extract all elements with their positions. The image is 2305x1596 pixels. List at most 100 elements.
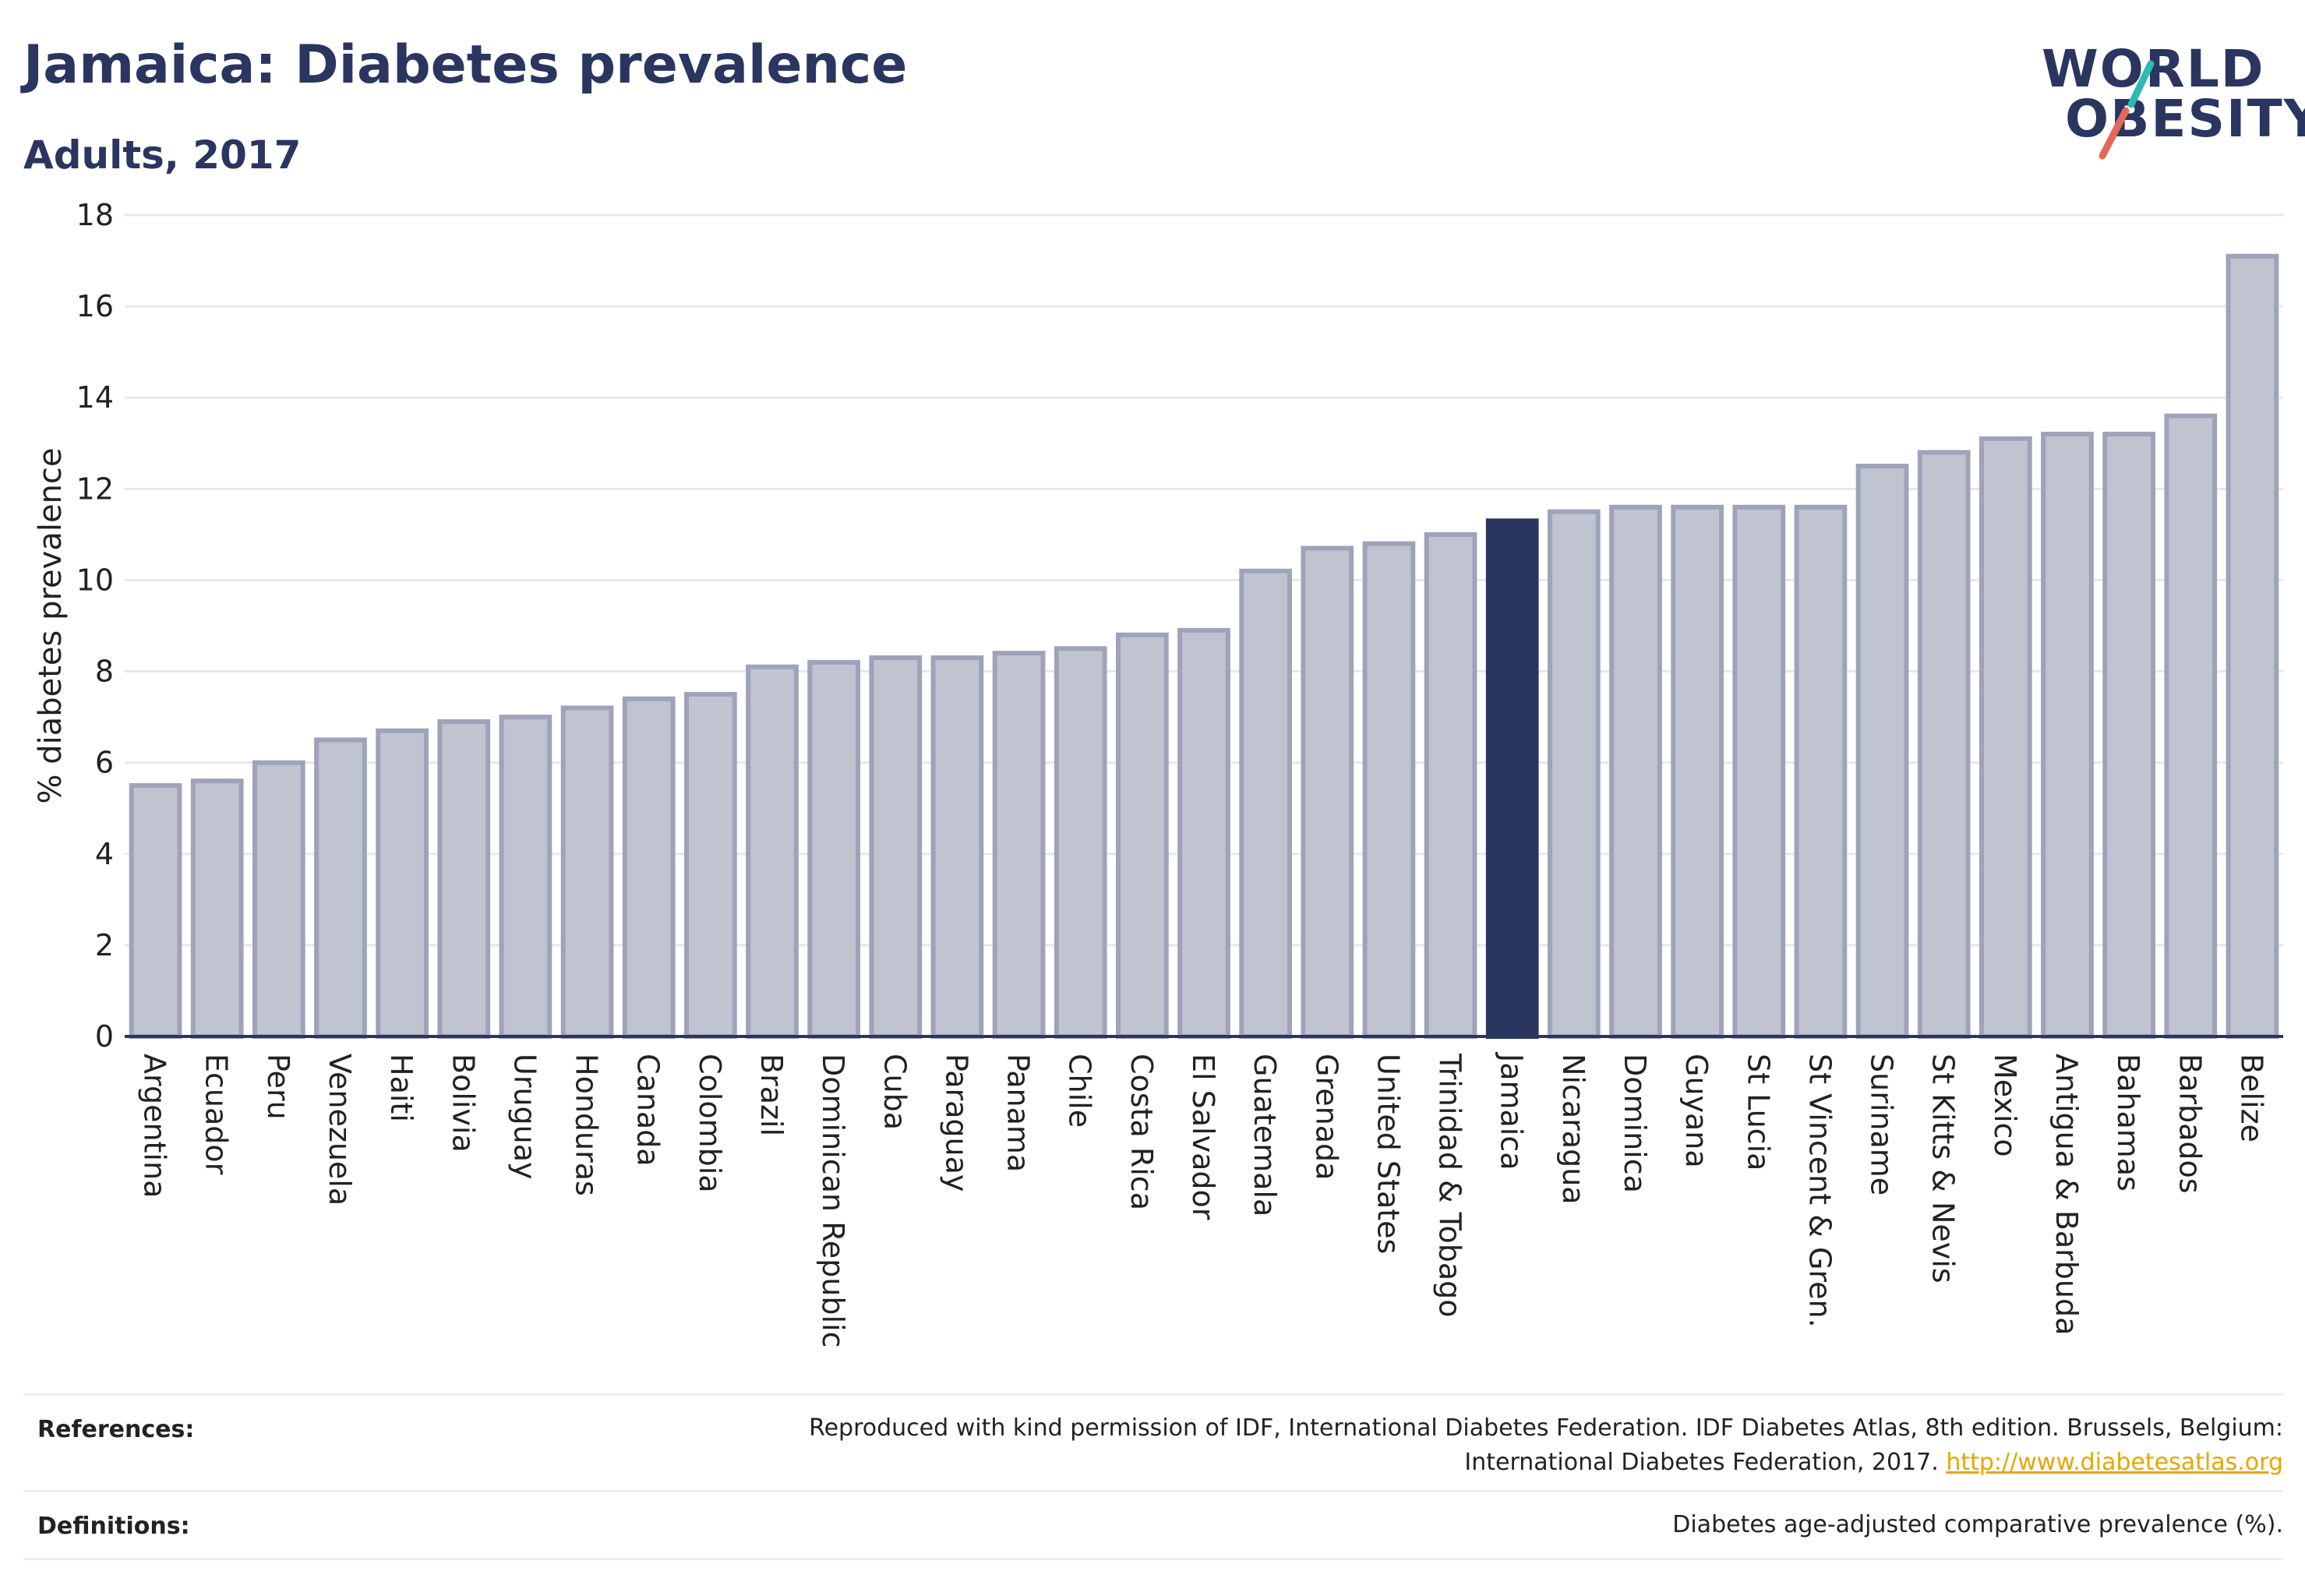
- bar: [807, 659, 861, 1039]
- bar: [1609, 504, 1662, 1039]
- bar: [1054, 646, 1107, 1039]
- definitions-row: Definitions: Diabetes age-adjusted compa…: [23, 1490, 2283, 1560]
- definitions-label: Definitions:: [37, 1513, 190, 1540]
- bar: [930, 655, 984, 1039]
- x-tick-label: Antigua & Barbuda: [2049, 1054, 2084, 1335]
- bars: [129, 253, 2279, 1040]
- y-tick-label: 0: [95, 1019, 114, 1054]
- logo-slash-icon: [2099, 60, 2155, 160]
- bar: [992, 651, 1046, 1040]
- chart-title: Jamaica: Diabetes prevalence: [23, 34, 908, 96]
- world-obesity-logo[interactable]: WORLD OBESITY: [2042, 39, 2305, 164]
- y-tick-label: 18: [76, 198, 114, 232]
- x-tick-label: Suriname: [1865, 1054, 1899, 1195]
- y-tick-label: 8: [95, 655, 114, 689]
- x-tick-label: Haiti: [384, 1054, 418, 1122]
- bar: [746, 664, 799, 1039]
- y-tick-label: 6: [95, 746, 114, 780]
- bar: [1917, 450, 1971, 1039]
- x-tick-label: Argentina: [138, 1054, 172, 1198]
- x-tick-label: Barbados: [2173, 1054, 2207, 1194]
- x-tick-label: Bahamas: [2111, 1054, 2145, 1192]
- chart-subtitle: Adults, 2017: [23, 132, 302, 178]
- bar: [499, 715, 552, 1039]
- bar: [1671, 504, 1724, 1039]
- bar: [1177, 627, 1230, 1039]
- bar: [622, 696, 676, 1039]
- references-row: References: Reproduced with kind permiss…: [23, 1393, 2283, 1492]
- x-tick-label: Colombia: [693, 1054, 727, 1193]
- x-tick-label: Honduras: [570, 1054, 604, 1196]
- logo-line-2: OBESITY: [2065, 89, 2305, 149]
- x-tick-label: Dominica: [1618, 1054, 1652, 1193]
- bar: [437, 719, 491, 1039]
- bar-chart: 0 2 4 6 8 10 12 14 16 18 Argentina Ecuador Peru Vene…: [33, 198, 2283, 1347]
- definitions-text: Diabetes age-adjusted comparative preval…: [1672, 1511, 2283, 1538]
- bar: [2226, 253, 2279, 1039]
- bar: [869, 655, 923, 1039]
- x-tick-label: Panama: [1001, 1054, 1036, 1172]
- bar: [190, 779, 244, 1039]
- bar: [683, 691, 737, 1039]
- x-tick-label: Ecuador: [199, 1054, 234, 1175]
- x-tick-label: Costa Rica: [1124, 1054, 1159, 1210]
- bar: [1547, 509, 1601, 1040]
- x-tick-label: St Kitts & Nevis: [1926, 1054, 1961, 1284]
- references-line-2: International Diabetes Federation, 2017.: [1464, 1449, 1939, 1476]
- bar: [314, 737, 367, 1040]
- references-label: References:: [37, 1416, 195, 1443]
- x-tick-label: Grenada: [1309, 1054, 1343, 1180]
- bar: [1239, 568, 1293, 1039]
- x-tick-label: Mexico: [1988, 1054, 2022, 1157]
- x-tick-label: Chile: [1063, 1054, 1097, 1128]
- bar: [1424, 531, 1477, 1039]
- references-line-1: Reproduced with kind permission of IDF, …: [809, 1414, 2283, 1442]
- y-axis-label: % diabetes prevalence: [33, 447, 69, 803]
- y-tick-label: 4: [95, 837, 114, 871]
- x-tick-label: Trinidad & Tobago: [1433, 1053, 1467, 1318]
- x-tick-label: United States: [1371, 1054, 1405, 1254]
- bar: [2164, 413, 2218, 1039]
- references-line-2-wrap: International Diabetes Federation, 2017.…: [809, 1446, 2283, 1480]
- bar: [2102, 432, 2156, 1040]
- logo-line-1: WORLD: [2042, 39, 2265, 99]
- x-tick-label: Venezuela: [323, 1054, 357, 1206]
- x-tick-label: Guyana: [1679, 1054, 1714, 1168]
- bar: [1732, 504, 1786, 1039]
- references-text: Reproduced with kind permission of IDF, …: [809, 1411, 2283, 1480]
- x-tick-label: Canada: [631, 1054, 665, 1167]
- y-tick-label: 14: [76, 380, 114, 415]
- x-tick-label: Nicaragua: [1556, 1054, 1590, 1205]
- x-tick-label: Uruguay: [507, 1054, 542, 1180]
- y-tick-label: 16: [76, 289, 114, 323]
- x-tick-label: Guatemala: [1248, 1054, 1282, 1216]
- bar: [2041, 432, 2094, 1040]
- references-link[interactable]: http://www.diabetesatlas.org: [1946, 1449, 2283, 1476]
- y-tick-label: 10: [76, 563, 114, 597]
- bar-highlighted: [1485, 518, 1539, 1040]
- bar: [129, 782, 182, 1039]
- y-tick-label: 12: [76, 471, 114, 506]
- x-tick-label: St Vincent & Gren.: [1802, 1054, 1837, 1328]
- bar: [1115, 632, 1169, 1039]
- y-tick-label: 2: [95, 928, 114, 962]
- x-tick-label: Jamaica: [1495, 1052, 1529, 1171]
- y-axis-ticks: 0 2 4 6 8 10 12 14 16 18: [76, 198, 114, 1054]
- bar: [1301, 546, 1354, 1039]
- x-tick-label: Belize: [2234, 1054, 2268, 1142]
- x-tick-label: Bolivia: [446, 1054, 480, 1153]
- bar: [376, 728, 429, 1040]
- x-tick-label: Paraguay: [939, 1054, 973, 1192]
- bar: [1362, 541, 1416, 1040]
- x-tick-label: St Lucia: [1741, 1054, 1775, 1171]
- bar: [1855, 464, 1909, 1039]
- x-axis-ticks: Argentina Ecuador Peru Venezuela Haiti Bolivi…: [138, 1052, 2269, 1347]
- bar: [560, 705, 614, 1040]
- x-tick-label: Brazil: [754, 1054, 789, 1136]
- bar: [1794, 504, 1848, 1039]
- x-tick-label: El Salvador: [1186, 1054, 1220, 1220]
- bar: [1978, 436, 2032, 1039]
- x-tick-label: Cuba: [877, 1054, 912, 1130]
- x-tick-label: Dominican Republic: [816, 1054, 850, 1347]
- bar: [252, 760, 305, 1040]
